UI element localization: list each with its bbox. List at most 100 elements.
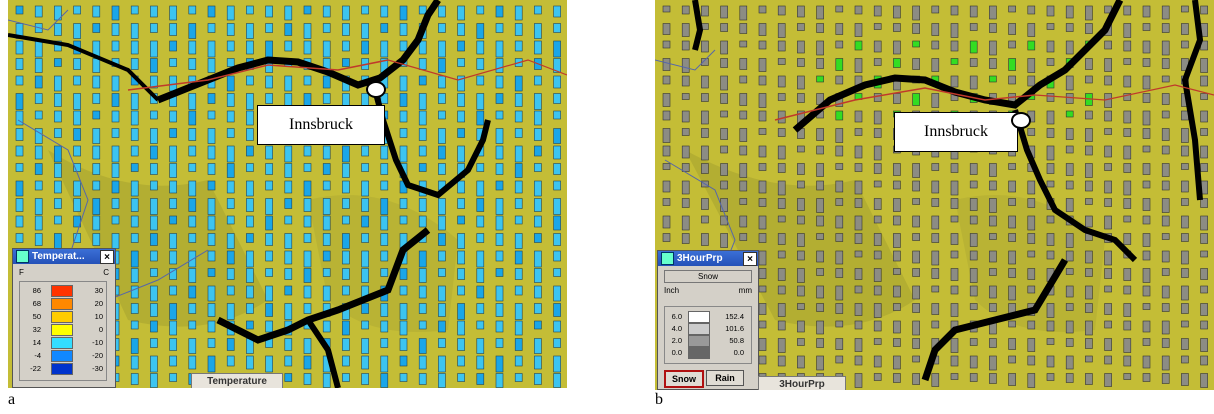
precipitation-cell — [662, 233, 671, 242]
temperature-cell — [418, 5, 427, 15]
close-icon[interactable]: × — [743, 252, 757, 266]
temperature-cell — [476, 303, 485, 314]
temperature-cell — [476, 93, 485, 110]
temperature-cell — [188, 93, 197, 110]
temperature-map-panel: Innsbruck Temperat... × F C 86 30 68 20 50 10… — [8, 0, 567, 388]
temperature-cell — [15, 233, 24, 243]
snow-button[interactable]: Snow — [664, 370, 704, 388]
temperature-cell — [130, 5, 139, 15]
precipitation-cell — [1085, 198, 1093, 205]
precipitation-cell — [662, 58, 671, 71]
precipitation-cell — [662, 145, 671, 157]
precipitation-cell — [1046, 180, 1055, 188]
temperature-cell — [246, 5, 254, 15]
precipitation-cell — [873, 285, 882, 296]
legend-color-swatch — [51, 336, 73, 349]
precipitation-cell — [931, 215, 940, 230]
precipitation-cell — [662, 93, 671, 107]
legend-row: 68 20 — [21, 297, 105, 310]
temperature-cell — [169, 285, 177, 296]
temperature-cell — [322, 373, 331, 388]
temperature-cell — [130, 128, 139, 141]
temperature-cell — [534, 163, 542, 172]
precipitation-cell — [873, 338, 882, 345]
precipitation-cell — [758, 23, 767, 36]
precipitation-cell — [797, 268, 805, 283]
temperature-cell — [361, 303, 369, 314]
temperature-cell — [476, 23, 485, 39]
temperature-cell — [361, 320, 369, 330]
temperature-cell — [150, 180, 158, 191]
precipitation-cell — [835, 128, 844, 143]
tab-temperature[interactable]: Temperature — [191, 373, 283, 388]
legend-f-value: 86 — [32, 286, 41, 295]
tab-3hourprp[interactable]: 3HourPrp — [758, 376, 846, 390]
temperature-cell — [342, 338, 350, 351]
precipitation-cell — [989, 355, 997, 371]
temperature-cell — [322, 233, 331, 246]
temperature-cell — [15, 110, 24, 126]
temperature-cell — [188, 338, 197, 354]
precipitation-cell — [835, 303, 844, 314]
temperature-cell — [495, 285, 504, 302]
temperature-cell — [169, 198, 177, 209]
temperature-cell — [438, 215, 446, 231]
temperature-cell — [303, 145, 312, 157]
temperature-cell — [284, 233, 293, 249]
temperature-cell — [73, 23, 81, 39]
legend-titlebar[interactable]: 3HourPrp × — [658, 251, 758, 266]
precipitation-cell — [1200, 198, 1208, 208]
temperature-cell — [476, 198, 485, 212]
precipitation-cell — [931, 58, 940, 72]
precipitation-cell — [739, 215, 748, 228]
precipitation-cell — [835, 58, 844, 71]
precipitation-cell — [835, 198, 844, 206]
precipitation-cell — [873, 355, 882, 368]
precipitation-cell — [1085, 320, 1093, 336]
temperature-cell — [150, 268, 158, 277]
rain-button[interactable]: Rain — [706, 370, 744, 386]
legend-row: -22 -30 — [21, 362, 105, 375]
temperature-cell — [476, 180, 485, 197]
precipitation-cell — [854, 250, 863, 258]
precipitation-cell — [662, 40, 671, 49]
temperature-cell — [169, 23, 177, 36]
temperature-cell — [438, 128, 446, 144]
precipitation-cell — [1085, 145, 1093, 156]
precipitation-legend-window[interactable]: 3HourPrp × Snow Inch mm 6.0 152.4 4.0 101.6… — [657, 250, 759, 390]
precipitation-cell — [989, 303, 997, 312]
precipitation-cell — [1027, 373, 1036, 388]
precipitation-cell — [1065, 233, 1074, 248]
precipitation-cell — [1161, 93, 1170, 105]
temperature-cell — [169, 5, 177, 21]
unit-mm: mm — [738, 286, 752, 295]
precipitation-cell — [931, 40, 940, 50]
precipitation-cell — [950, 285, 959, 295]
precipitation-cell — [1123, 355, 1132, 367]
temperature-cell — [553, 198, 561, 215]
precipitation-cell — [1085, 303, 1093, 313]
legend-titlebar[interactable]: Temperat... × — [13, 249, 115, 264]
temperature-cell — [265, 303, 273, 317]
temperature-cell — [418, 250, 427, 268]
temperature-cell — [265, 215, 273, 231]
precipitation-cell — [1142, 180, 1151, 189]
temperature-cell — [284, 75, 293, 92]
precipitation-cell — [912, 163, 920, 178]
precipitation-cell — [1104, 355, 1112, 365]
temperature-cell — [92, 233, 101, 246]
temperature-legend-window[interactable]: Temperat... × F C 86 30 68 20 50 10 32 0 14 -10 -4… — [12, 248, 116, 388]
precipitation-cell — [1027, 250, 1036, 258]
temperature-cell — [265, 23, 273, 33]
temperature-cell — [457, 233, 465, 249]
temperature-cell — [476, 320, 485, 330]
legend-color-swatch — [688, 334, 710, 347]
temperature-cell — [265, 40, 273, 58]
temperature-cell — [418, 355, 427, 370]
temperature-cell — [457, 23, 465, 36]
precipitation-cell — [797, 285, 805, 297]
temperature-cell — [15, 58, 24, 70]
precipitation-cell — [1123, 163, 1132, 173]
close-icon[interactable]: × — [100, 250, 114, 264]
legend-mm-value: 101.6 — [725, 324, 744, 333]
